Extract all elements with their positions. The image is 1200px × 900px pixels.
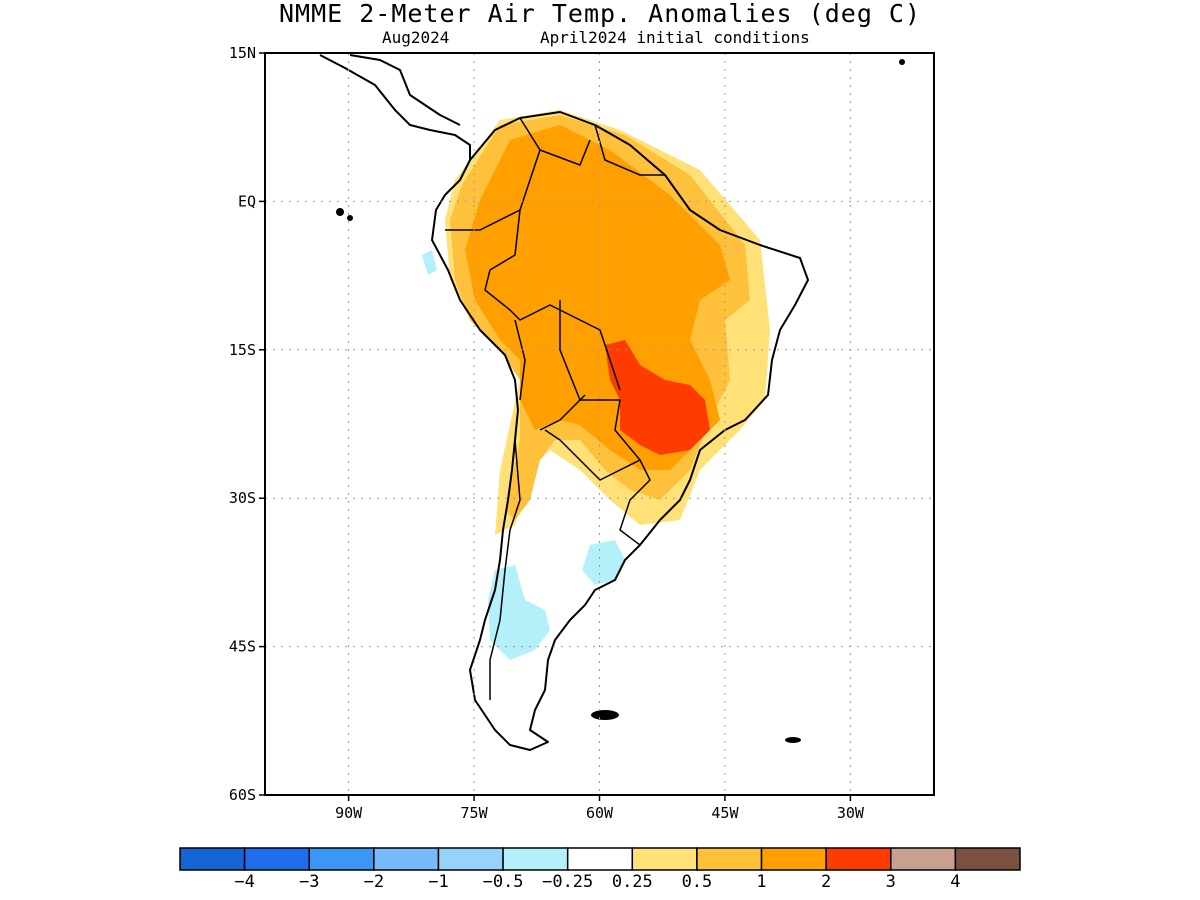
axis-ticks: 15N EQ 15S 30S 45S 60S 90W 75W 60W 45W 30W xyxy=(229,44,865,822)
lon-tick-label: 75W xyxy=(461,804,489,822)
legend-label: 0.5 xyxy=(682,872,713,892)
south-america-coastline xyxy=(431,111,809,751)
islands xyxy=(336,59,905,743)
lon-tick-label: 45W xyxy=(711,804,739,822)
legend-swatch xyxy=(566,847,634,871)
falkland-islands xyxy=(591,710,619,720)
legend-label: −1 xyxy=(428,872,448,892)
country-borders xyxy=(445,117,665,700)
legend-swatch xyxy=(243,847,310,871)
legend-swatch xyxy=(179,847,246,871)
lat-tick-label: 30S xyxy=(229,489,256,507)
south-georgia-island xyxy=(785,737,801,743)
galapagos-islands xyxy=(336,208,344,216)
color-legend: −4 −3 −2 −1 −0.5 −0.25 0.25 0.5 1 2 3 4 xyxy=(179,847,1021,892)
atlantic-island xyxy=(899,59,905,65)
legend-label: −3 xyxy=(299,872,319,892)
lon-tick-label: 60W xyxy=(586,804,614,822)
lat-tick-label: 15N xyxy=(229,44,256,62)
map-title: NMME 2-Meter Air Temp. Anomalies (deg C) xyxy=(278,0,922,28)
legend-label: −2 xyxy=(364,872,384,892)
lat-tick-label: 15S xyxy=(229,341,256,359)
legend-label: 2 xyxy=(821,872,831,892)
legend-swatch xyxy=(760,847,827,871)
lon-tick-label: 30W xyxy=(837,804,865,822)
legend-swatch xyxy=(502,847,569,871)
legend-swatch xyxy=(308,847,375,871)
cool-anomaly-patch-argentina xyxy=(582,540,625,585)
galapagos-island-small xyxy=(347,215,353,221)
anomaly-shading xyxy=(422,110,770,660)
warm-anomaly-3-region xyxy=(605,340,710,455)
legend-swatch xyxy=(954,847,1021,871)
legend-label: 4 xyxy=(950,872,960,892)
legend-label: −0.25 xyxy=(542,872,593,892)
legend-swatch xyxy=(890,847,957,871)
lon-tick-label: 90W xyxy=(335,804,363,822)
central-america-coastline xyxy=(319,54,471,160)
legend-swatch xyxy=(825,847,892,871)
legend-label: 3 xyxy=(886,872,896,892)
legend-label: −4 xyxy=(234,872,254,892)
lat-tick-label: 60S xyxy=(229,786,256,804)
legend-swatch xyxy=(696,847,763,871)
lat-tick-label: 45S xyxy=(229,638,256,656)
legend-label: 1 xyxy=(756,872,766,892)
central-america-north-coast xyxy=(349,54,461,126)
legend-swatch xyxy=(631,847,698,871)
legend-swatch xyxy=(437,847,504,871)
legend-label: −0.5 xyxy=(483,872,524,892)
coastlines xyxy=(319,54,809,751)
cool-anomaly-patch-ecuador xyxy=(422,250,437,275)
initial-conditions-label: April2024 initial conditions xyxy=(540,28,810,47)
forecast-month: Aug2024 xyxy=(382,28,450,47)
legend-swatch xyxy=(373,847,440,871)
lat-tick-label: EQ xyxy=(238,192,256,210)
legend-label: 0.25 xyxy=(612,872,653,892)
